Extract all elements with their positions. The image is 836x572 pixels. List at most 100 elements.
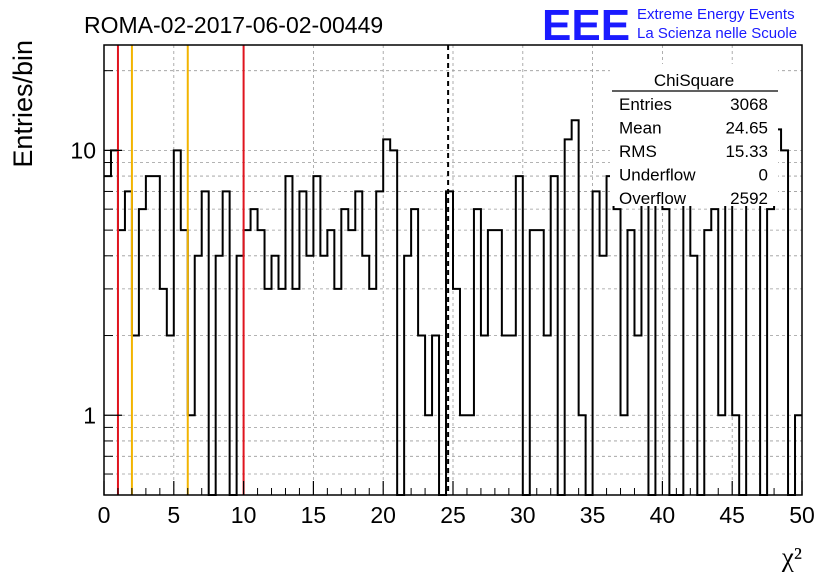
chart-title: ROMA-02-2017-06-02-00449 bbox=[84, 12, 383, 38]
histogram-bin bbox=[390, 150, 397, 495]
histogram-bin bbox=[795, 415, 802, 495]
histogram-bin bbox=[369, 289, 376, 495]
histogram-bin bbox=[376, 191, 383, 495]
histogram-bin bbox=[341, 209, 348, 495]
stats-row-label: Entries bbox=[619, 95, 672, 114]
histogram-bin bbox=[711, 209, 718, 495]
histogram-bin bbox=[579, 415, 586, 495]
stats-row-value: 24.65 bbox=[725, 119, 768, 138]
histogram-bin bbox=[237, 256, 244, 495]
histogram-bin bbox=[467, 415, 474, 495]
eee-logo-line1: Extreme Energy Events bbox=[637, 6, 795, 23]
histogram-bin bbox=[404, 256, 411, 495]
histogram-bin bbox=[453, 289, 460, 495]
histogram-bin bbox=[306, 256, 313, 495]
stats-box-background bbox=[610, 64, 778, 206]
stats-row-value: 15.33 bbox=[725, 142, 768, 161]
x-tick-label: 50 bbox=[789, 502, 815, 528]
histogram-bin bbox=[181, 230, 188, 495]
x-axis: 0 5 10 15 20 25 30 35 40 45 50 bbox=[98, 481, 815, 528]
stats-row-value: 0 bbox=[759, 166, 768, 185]
x-tick-label: 5 bbox=[167, 502, 180, 528]
y-axis: 1 10 bbox=[70, 70, 122, 475]
histogram-bin bbox=[348, 230, 355, 495]
histogram-bin bbox=[662, 209, 669, 495]
histogram-bin bbox=[481, 336, 488, 495]
stats-rows: Entries 3068 Mean 24.65 RMS 15.33 Underflow 0 Ov… bbox=[619, 95, 768, 208]
histogram-bin bbox=[188, 415, 195, 495]
x-axis-label: χ² bbox=[781, 542, 802, 572]
histogram-bin bbox=[634, 336, 641, 495]
histogram-bin bbox=[690, 256, 697, 495]
histogram-bin bbox=[299, 191, 306, 495]
y-tick-label: 10 bbox=[70, 137, 96, 163]
histogram-bin bbox=[292, 289, 299, 495]
histogram-bin bbox=[628, 230, 635, 495]
histogram-bin bbox=[265, 289, 272, 495]
histogram-bin bbox=[411, 209, 418, 495]
histogram-bin bbox=[509, 336, 516, 495]
histogram-bin bbox=[607, 176, 614, 495]
histogram-bin bbox=[781, 150, 788, 495]
histogram-bin bbox=[600, 256, 607, 495]
histogram-bin bbox=[146, 176, 153, 495]
histogram-bin bbox=[502, 336, 509, 495]
histogram-bin bbox=[704, 230, 711, 495]
histogram-bin bbox=[111, 150, 118, 495]
histogram-bin bbox=[153, 176, 160, 495]
histogram-bin bbox=[495, 230, 502, 495]
histogram-bin bbox=[593, 191, 600, 495]
marker-lines bbox=[116, 45, 450, 495]
stats-row-label: Underflow bbox=[619, 166, 696, 185]
x-tick-label: 0 bbox=[98, 502, 111, 528]
histogram-bin bbox=[537, 230, 544, 495]
histogram-bin bbox=[767, 209, 774, 495]
eee-logo-mark: EEE bbox=[542, 1, 630, 50]
histogram-bin bbox=[279, 289, 286, 495]
histogram-bin bbox=[118, 230, 125, 495]
histogram-bin bbox=[132, 336, 139, 495]
stats-box: ChiSquare Entries 3068 Mean 24.65 RMS 15.33 Un… bbox=[610, 64, 778, 208]
histogram-bin bbox=[614, 209, 621, 495]
histogram-bin bbox=[474, 209, 481, 495]
histogram-bin bbox=[718, 415, 725, 495]
stats-row-label: Mean bbox=[619, 119, 662, 138]
histogram-bin bbox=[418, 336, 425, 495]
histogram-bin bbox=[223, 191, 230, 495]
eee-logo: EEE Extreme Energy Events La Scienza nel… bbox=[542, 1, 797, 50]
histogram-bin bbox=[432, 336, 439, 495]
histogram-bin bbox=[244, 230, 251, 495]
histogram-bin bbox=[355, 191, 362, 495]
histogram-bin bbox=[551, 176, 558, 495]
x-tick-label: 45 bbox=[719, 502, 745, 528]
stats-row-label: Overflow bbox=[619, 189, 687, 208]
histogram-bin bbox=[446, 191, 453, 495]
y-axis-label: Entries/bin bbox=[8, 40, 38, 168]
x-tick-label: 15 bbox=[301, 502, 327, 528]
histogram-bin bbox=[202, 191, 209, 495]
stats-row-value: 2592 bbox=[730, 189, 768, 208]
histogram-bin bbox=[272, 256, 279, 495]
histogram-bin bbox=[327, 230, 334, 495]
histogram-bin bbox=[216, 256, 223, 495]
x-tick-label: 10 bbox=[231, 502, 257, 528]
eee-logo-line2: La Scienza nelle Scuole bbox=[637, 25, 797, 42]
x-tick-label: 40 bbox=[650, 502, 676, 528]
stats-title: ChiSquare bbox=[654, 71, 734, 90]
histogram-bin bbox=[732, 415, 739, 495]
histogram-bin bbox=[683, 191, 690, 495]
x-tick-label: 25 bbox=[440, 502, 466, 528]
histogram-bin bbox=[565, 139, 572, 495]
histogram-bin bbox=[160, 289, 167, 495]
histogram-bin bbox=[621, 415, 628, 495]
histogram-bin bbox=[320, 256, 327, 495]
histogram-bin bbox=[125, 191, 132, 495]
histogram-bin bbox=[488, 230, 495, 495]
histogram-bin bbox=[516, 176, 523, 495]
histogram-bin bbox=[425, 415, 432, 495]
stats-row-value: 3068 bbox=[730, 95, 768, 114]
histogram-bin bbox=[195, 256, 202, 495]
histogram-bin bbox=[530, 230, 537, 495]
histogram-bin bbox=[572, 120, 579, 495]
